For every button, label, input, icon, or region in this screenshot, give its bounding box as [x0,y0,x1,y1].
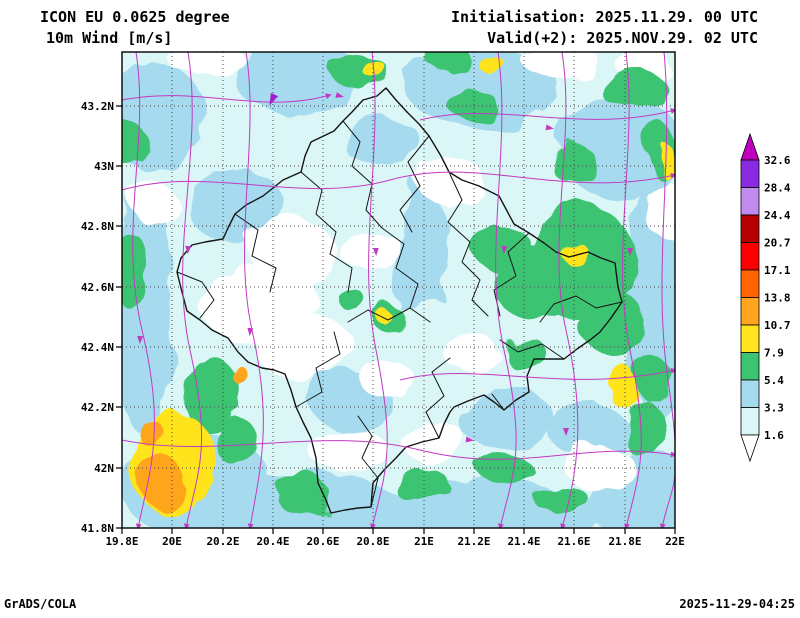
lon-axis: 19.8E 20E 20.2E 20.4E 20.6E 20.8E 21E 21… [105,535,685,548]
legend-value: 24.4 [764,209,791,222]
legend-box [740,352,760,381]
legend-value: 7.9 [764,347,784,360]
legend-labels: 32.6 28.4 24.4 20.7 17.1 13.8 10.7 7.9 5… [764,154,791,442]
lat-axis: 43.2N 43N 42.8N 42.6N 42.4N 42.2N 42N 41… [81,100,114,535]
highlight-arrow [269,92,279,106]
model-title: ICON EU 0.0625 degree [40,8,230,26]
legend-box [740,379,760,408]
lat-tick-label: 42.2N [81,401,114,414]
lat-tick-label: 43N [94,160,114,173]
lon-tick-label: 20.4E [256,535,289,548]
legend-value: 20.7 [764,237,791,250]
lat-tick-label: 42.4N [81,341,114,354]
country-border [176,87,623,514]
legend-value: 17.1 [764,264,791,277]
grads-credit: GrADS/COLA [4,597,77,611]
valid-time: Valid(+2): 2025.NOV.29. 02 UTC [487,29,758,47]
field-title: 10m Wind [m/s] [46,29,173,47]
legend-box [740,159,760,188]
plot-frame [121,51,676,529]
axis-ticks [116,105,676,534]
lat-tick-label: 42.8N [81,220,114,233]
admin-boundaries [176,87,623,514]
legend-box [740,269,760,298]
legend-value: 10.7 [764,319,791,332]
lon-tick-label: 21.4E [507,535,540,548]
lon-tick-label: 21.2E [457,535,490,548]
legend-value: 13.8 [764,292,791,305]
lon-tick-label: 20.8E [356,535,389,548]
lon-tick-label: 21.8E [608,535,641,548]
legend-arrow-top [740,132,760,161]
streamline-arrows [137,92,634,443]
lat-tick-label: 41.8N [81,522,114,535]
legend-box [740,297,760,326]
legend-box [740,187,760,216]
legend-value: 1.6 [764,429,784,442]
lon-tick-label: 21.6E [557,535,590,548]
legend-box [740,407,760,436]
wind-speed-field [122,52,675,528]
lon-tick-label: 21E [414,535,434,548]
legend-box [740,214,760,243]
grid-lines [122,52,675,528]
lon-tick-label: 22E [665,535,685,548]
district-borders [176,120,623,508]
color-legend [740,132,760,463]
lat-tick-label: 43.2N [81,100,114,113]
lon-tick-label: 20.2E [206,535,239,548]
legend-arrow-bottom [740,434,760,463]
legend-value: 3.3 [764,402,784,415]
lon-tick-label: 20E [162,535,182,548]
legend-value: 32.6 [764,154,791,167]
render-timestamp: 2025-11-29-04:25 [679,597,795,611]
lon-tick-label: 20.6E [306,535,339,548]
legend-value: 28.4 [764,182,791,195]
legend-box [740,242,760,271]
lon-tick-label: 19.8E [105,535,138,548]
legend-box [740,324,760,353]
lat-tick-label: 42N [94,462,114,475]
legend-value: 5.4 [764,374,784,387]
init-time: Initialisation: 2025.11.29. 00 UTC [450,8,758,26]
lat-tick-label: 42.6N [81,281,114,294]
